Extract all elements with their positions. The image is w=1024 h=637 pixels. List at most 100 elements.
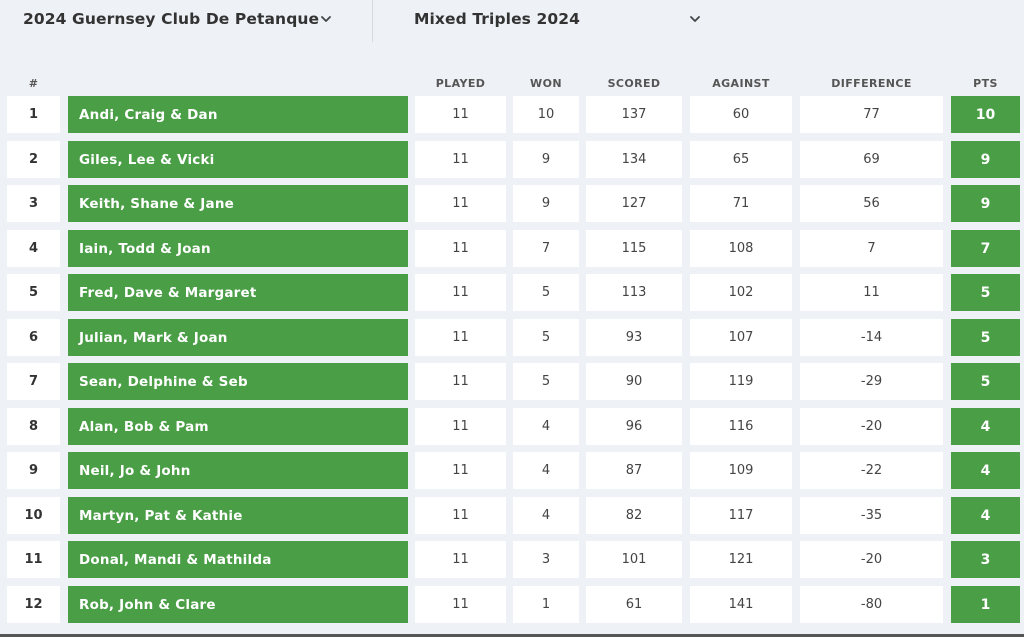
played-cell: 11	[415, 319, 506, 356]
team-name-cell[interactable]: Iain, Todd & Joan	[68, 230, 408, 267]
team-name-cell[interactable]: Giles, Lee & Vicki	[68, 141, 408, 178]
team-name-cell[interactable]: Neil, Jo & John	[68, 452, 408, 489]
scored-cell: 101	[586, 541, 682, 578]
rank-cell: 1	[7, 96, 60, 133]
table-row: 4 Iain, Todd & Joan 11 7 115 108 7 7	[0, 230, 1024, 267]
rank-cell: 5	[7, 274, 60, 311]
team-name-cell[interactable]: Keith, Shane & Jane	[68, 185, 408, 222]
selector-divider	[372, 0, 373, 42]
team-name-cell[interactable]: Donal, Mandi & Mathilda	[68, 541, 408, 578]
won-cell: 7	[513, 230, 579, 267]
column-header-pts[interactable]: PTS	[973, 77, 998, 90]
scored-cell: 115	[586, 230, 682, 267]
team-name-cell[interactable]: Martyn, Pat & Kathie	[68, 497, 408, 534]
bottom-border	[0, 634, 1024, 637]
against-cell: 117	[690, 497, 792, 534]
won-cell: 3	[513, 541, 579, 578]
pts-cell: 5	[951, 363, 1020, 400]
scored-cell: 127	[586, 185, 682, 222]
table-row: 10 Martyn, Pat & Kathie 11 4 82 117 -35 4	[0, 497, 1024, 534]
table-row: 5 Fred, Dave & Margaret 11 5 113 102 11 5	[0, 274, 1024, 311]
pts-cell: 7	[951, 230, 1020, 267]
pts-cell: 1	[951, 586, 1020, 623]
against-cell: 109	[690, 452, 792, 489]
scored-cell: 113	[586, 274, 682, 311]
rank-cell: 9	[7, 452, 60, 489]
column-header-played[interactable]: PLAYED	[435, 77, 486, 90]
won-cell: 4	[513, 452, 579, 489]
column-header-won[interactable]: WON	[530, 77, 562, 90]
club-selector[interactable]: 2024 Guernsey Club De Petanque	[23, 0, 343, 38]
against-cell: 102	[690, 274, 792, 311]
difference-cell: -22	[800, 452, 943, 489]
won-cell: 9	[513, 185, 579, 222]
difference-cell: -20	[800, 408, 943, 445]
column-header-against[interactable]: AGAINST	[712, 77, 770, 90]
scored-cell: 96	[586, 408, 682, 445]
scored-cell: 93	[586, 319, 682, 356]
difference-cell: -35	[800, 497, 943, 534]
against-cell: 60	[690, 96, 792, 133]
pts-cell: 9	[951, 141, 1020, 178]
pts-cell: 9	[951, 185, 1020, 222]
pts-cell: 4	[951, 408, 1020, 445]
table-row: 12 Rob, John & Clare 11 1 61 141 -80 1	[0, 586, 1024, 623]
club-selector-label: 2024 Guernsey Club De Petanque	[23, 10, 320, 28]
column-header-difference[interactable]: DIFFERENCE	[831, 77, 912, 90]
rank-cell: 2	[7, 141, 60, 178]
column-header-scored[interactable]: SCORED	[607, 77, 661, 90]
difference-cell: 56	[800, 185, 943, 222]
against-cell: 121	[690, 541, 792, 578]
played-cell: 11	[415, 230, 506, 267]
pts-cell: 4	[951, 452, 1020, 489]
played-cell: 11	[415, 541, 506, 578]
table-row: 11 Donal, Mandi & Mathilda 11 3 101 121 -20 3	[0, 541, 1024, 578]
pts-cell: 5	[951, 319, 1020, 356]
against-cell: 107	[690, 319, 792, 356]
column-header-rank: #	[28, 77, 39, 90]
scored-cell: 90	[586, 363, 682, 400]
top-bar: 2024 Guernsey Club De Petanque Mixed Tri…	[0, 0, 1024, 42]
won-cell: 1	[513, 586, 579, 623]
won-cell: 4	[513, 497, 579, 534]
team-name-cell[interactable]: Alan, Bob & Pam	[68, 408, 408, 445]
pts-cell: 3	[951, 541, 1020, 578]
pts-cell: 4	[951, 497, 1020, 534]
won-cell: 5	[513, 363, 579, 400]
chevron-down-icon	[321, 16, 331, 22]
rank-cell: 6	[7, 319, 60, 356]
team-name-cell[interactable]: Andi, Craig & Dan	[68, 96, 408, 133]
against-cell: 65	[690, 141, 792, 178]
team-name-cell[interactable]: Sean, Delphine & Seb	[68, 363, 408, 400]
against-cell: 108	[690, 230, 792, 267]
competition-selector[interactable]: Mixed Triples 2024	[414, 0, 714, 38]
table-row: 8 Alan, Bob & Pam 11 4 96 116 -20 4	[0, 408, 1024, 445]
team-name-cell[interactable]: Fred, Dave & Margaret	[68, 274, 408, 311]
rank-cell: 11	[7, 541, 60, 578]
table-row: 6 Julian, Mark & Joan 11 5 93 107 -14 5	[0, 319, 1024, 356]
difference-cell: -14	[800, 319, 943, 356]
difference-cell: 7	[800, 230, 943, 267]
rank-cell: 8	[7, 408, 60, 445]
rank-cell: 10	[7, 497, 60, 534]
played-cell: 11	[415, 274, 506, 311]
rank-cell: 12	[7, 586, 60, 623]
won-cell: 10	[513, 96, 579, 133]
rank-cell: 4	[7, 230, 60, 267]
team-name-cell[interactable]: Rob, John & Clare	[68, 586, 408, 623]
competition-selector-label: Mixed Triples 2024	[414, 10, 581, 28]
played-cell: 11	[415, 141, 506, 178]
played-cell: 11	[415, 363, 506, 400]
pts-cell: 5	[951, 274, 1020, 311]
difference-cell: -80	[800, 586, 943, 623]
difference-cell: -20	[800, 541, 943, 578]
difference-cell: 11	[800, 274, 943, 311]
team-name-cell[interactable]: Julian, Mark & Joan	[68, 319, 408, 356]
difference-cell: 69	[800, 141, 943, 178]
won-cell: 9	[513, 141, 579, 178]
scored-cell: 134	[586, 141, 682, 178]
played-cell: 11	[415, 185, 506, 222]
scored-cell: 137	[586, 96, 682, 133]
scored-cell: 61	[586, 586, 682, 623]
won-cell: 5	[513, 274, 579, 311]
